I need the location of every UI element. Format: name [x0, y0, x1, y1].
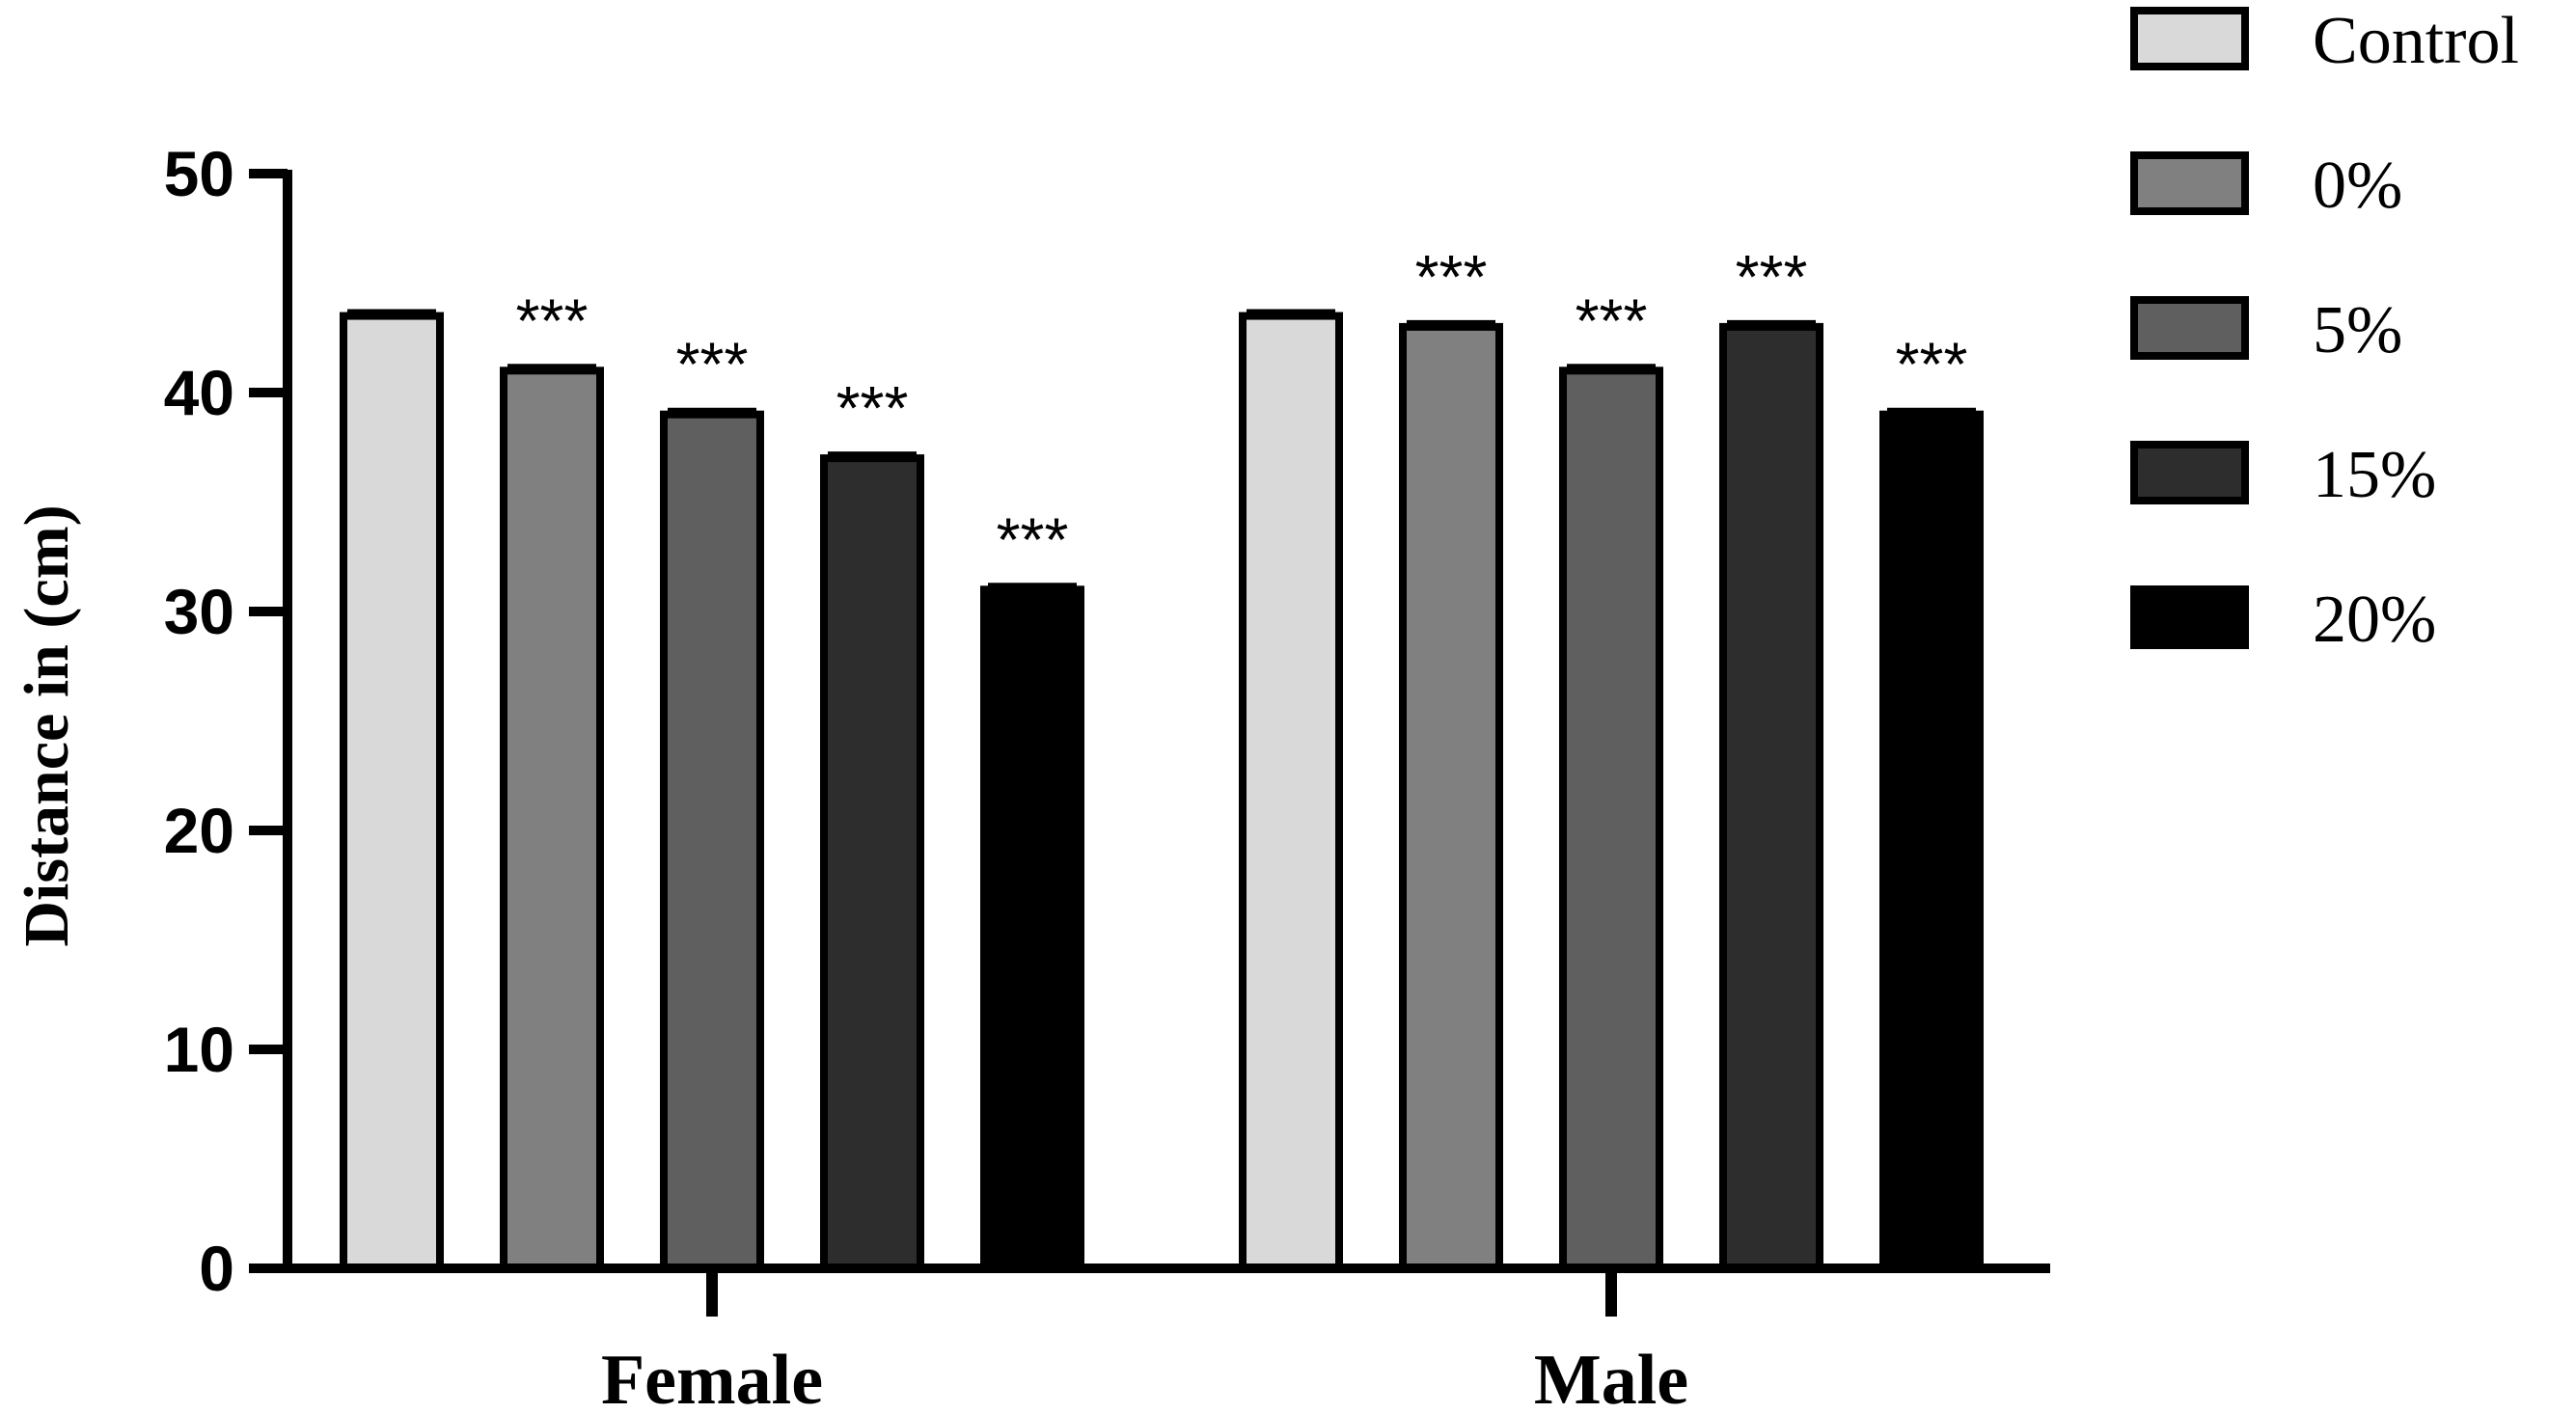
significance-marker: ***	[1896, 330, 1968, 399]
legend-swatch-0pct	[2130, 151, 2249, 215]
significance-marker: ***	[836, 373, 909, 443]
y-tick-label: 40	[164, 357, 234, 428]
y-axis-title: Distance in (cm)	[12, 504, 82, 946]
y-tick-label: 0	[199, 1233, 234, 1304]
legend-swatch-5pct	[2130, 296, 2249, 360]
legend-label: 15%	[2313, 438, 2436, 512]
bar-male-15pct	[1719, 322, 1823, 1272]
legend-swatch-20pct	[2130, 585, 2249, 649]
bar-female-5pct	[660, 410, 764, 1272]
y-tick-label: 50	[164, 138, 234, 209]
legend-swatch-control	[2130, 7, 2249, 70]
x-tick-label-female: Female	[601, 1341, 823, 1413]
significance-marker: ***	[1415, 242, 1488, 312]
legend-label: 0%	[2313, 149, 2402, 223]
bar-female-0pct	[500, 367, 604, 1272]
bar-male-5pct	[1559, 367, 1663, 1272]
legend-label: Control	[2313, 4, 2519, 78]
significance-marker: ***	[1736, 242, 1808, 312]
significance-marker: ***	[516, 285, 589, 355]
bar-male-control	[1239, 312, 1343, 1272]
legend-swatch-15pct	[2130, 441, 2249, 504]
bar-male-0pct	[1399, 322, 1503, 1272]
significance-marker: ***	[676, 330, 749, 399]
x-tick-label-male: Male	[1534, 1341, 1688, 1413]
bar-female-15pct	[820, 454, 924, 1273]
bar-female-20pct	[980, 585, 1084, 1272]
bar-female-control	[340, 312, 444, 1272]
y-tick-label: 20	[164, 795, 234, 866]
legend-label: 5%	[2313, 293, 2402, 367]
bar-male-20pct	[1879, 410, 1984, 1272]
legend-label: 20%	[2313, 583, 2436, 657]
significance-marker: ***	[1576, 285, 1648, 355]
y-tick-label: 30	[164, 576, 234, 647]
y-tick-label: 10	[164, 1014, 234, 1085]
significance-marker: ***	[997, 504, 1069, 574]
